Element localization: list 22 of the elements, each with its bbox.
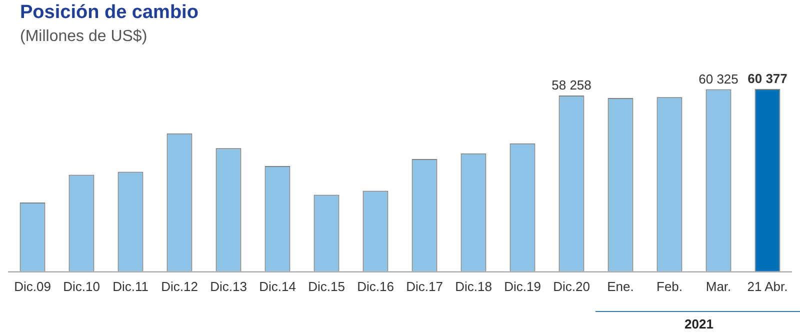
chart-subtitle: (Millones de US$) <box>20 28 148 46</box>
x-tick-label: Dic.16 <box>357 278 394 294</box>
x-tick-label: Dic.11 <box>112 278 148 294</box>
x-tick-label: Dic.19 <box>504 278 541 294</box>
x-tick-label: Dic.09 <box>14 278 51 294</box>
chart-title: Posición de cambio <box>20 2 198 24</box>
x-tick-label: Dic.17 <box>406 278 443 294</box>
x-tick-label: Dic.10 <box>63 278 100 294</box>
x-tick-label: Ene. <box>607 278 634 294</box>
x-tick-label: Dic.15 <box>308 278 345 294</box>
x-tick-label: Feb. <box>656 278 683 294</box>
x-tick-label: Mar. <box>706 278 732 294</box>
x-tick-label: Dic.20 <box>553 278 590 294</box>
x-tick-label: Dic.18 <box>455 278 492 294</box>
x-tick-label: Dic.12 <box>161 278 198 294</box>
data-label: 60 377 <box>748 71 788 86</box>
data-label: 60 325 <box>698 71 738 86</box>
text: 2021 <box>684 316 714 332</box>
x-tick-label: Dic.14 <box>259 278 296 294</box>
x-tick-label: 21 Abr. <box>747 278 788 294</box>
x-tick-label: Dic.13 <box>210 278 247 294</box>
data-label: 58 258 <box>552 78 592 93</box>
